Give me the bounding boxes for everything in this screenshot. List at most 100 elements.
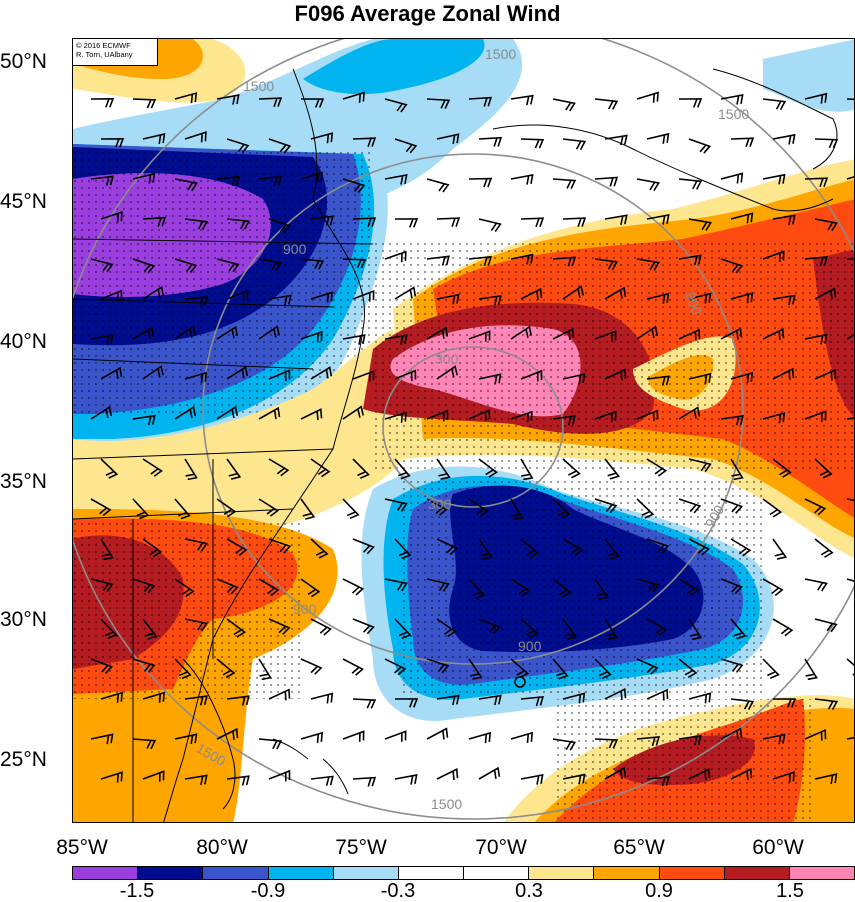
wind-barb — [468, 177, 493, 188]
wind-barb — [342, 334, 366, 345]
wind-barb — [636, 498, 655, 519]
wind-barb — [426, 178, 450, 193]
wind-barb — [562, 217, 587, 228]
colorbar-segment — [789, 867, 855, 879]
wind-barb — [562, 538, 584, 557]
wind-barb — [720, 578, 743, 595]
wind-barb — [510, 578, 531, 597]
wind-barb — [342, 730, 365, 742]
wind-barb — [468, 96, 493, 107]
wind-barb — [678, 498, 702, 514]
wind-barb — [762, 412, 786, 424]
contour-label: 1500 — [243, 78, 274, 94]
wind-barb — [772, 618, 794, 637]
wind-barb — [100, 137, 125, 148]
wind-barb — [804, 333, 828, 345]
wind-barb — [174, 258, 198, 274]
wind-barb — [604, 766, 627, 780]
wind-barb — [604, 458, 621, 480]
wind-barb — [268, 369, 291, 382]
wind-barb — [184, 774, 208, 786]
wind-barb — [226, 365, 249, 380]
wind-barb — [814, 458, 833, 479]
wind-barb — [90, 498, 112, 517]
wind-barb — [730, 698, 755, 710]
wind-barb — [384, 98, 408, 113]
wind-barb — [90, 175, 114, 186]
contour-label: 1500 — [431, 796, 462, 812]
wind-barb — [772, 294, 796, 306]
lat-label: 40°N — [0, 330, 47, 353]
wind-barb — [636, 178, 660, 192]
wind-barb — [762, 98, 787, 110]
wind-barb — [394, 774, 418, 785]
wind-barb — [268, 294, 292, 306]
wind-barb — [562, 458, 581, 479]
coast-newfoundland — [712, 68, 838, 170]
wind-barb — [594, 176, 619, 187]
wind-barb — [132, 326, 155, 340]
wind-barb — [552, 415, 576, 426]
wind-barb — [384, 658, 407, 676]
wind-barb — [352, 698, 377, 709]
wind-barb — [174, 658, 192, 680]
wind-barb — [478, 538, 493, 560]
contour-lightblue-ne — [763, 39, 854, 112]
wind-barb — [730, 618, 747, 640]
colorbar-segment — [659, 867, 725, 879]
wind-barb — [268, 458, 290, 477]
contour-label: 900 — [682, 290, 705, 318]
colorbar-label: 0.9 — [645, 880, 673, 902]
chart-title: F096 Average Zonal Wind — [294, 1, 561, 26]
coast-east — [163, 68, 365, 822]
wind-barb — [646, 132, 670, 144]
wind-barb — [510, 731, 534, 744]
wind-barb — [300, 731, 324, 744]
wind-barb — [100, 691, 123, 703]
wind-barb — [132, 258, 156, 274]
wind-barb — [720, 93, 744, 105]
lon-label: 75°W — [335, 836, 387, 859]
wind-barb — [142, 538, 163, 558]
wind-barb — [184, 538, 208, 552]
stipple-se — [553, 699, 813, 822]
wind-barb — [720, 414, 744, 426]
wind-barb — [468, 731, 492, 744]
stipple-sepool — [403, 479, 763, 694]
wind-barb — [90, 258, 114, 273]
colorbar-segment — [73, 867, 139, 879]
wind-barb — [468, 330, 491, 342]
wind-barb — [720, 727, 743, 740]
wind-barb — [646, 292, 670, 304]
wind-barb — [594, 330, 617, 342]
wind-barb — [678, 98, 703, 108]
wind-barb — [300, 98, 325, 108]
wind-barb — [814, 773, 838, 785]
zonal-wind-map: 1500 1500 1500 900 900 900 900 300 300 9… — [73, 39, 854, 822]
wind-barb — [90, 578, 114, 593]
wind-barb — [804, 658, 818, 681]
wind-barb — [142, 770, 165, 782]
wind-barb — [636, 578, 660, 593]
wind-barb — [352, 538, 375, 555]
wind-barb — [132, 172, 156, 184]
wind-barb — [520, 695, 544, 707]
wind-barb — [142, 458, 163, 477]
wind-barb — [310, 215, 334, 226]
wind-barb — [268, 218, 292, 234]
colorbar-segment — [594, 867, 660, 879]
wind-barb — [310, 692, 334, 704]
wind-barb — [468, 578, 486, 600]
wind-barb — [510, 325, 533, 340]
wind-barb — [814, 287, 837, 300]
wind-barb — [384, 334, 408, 345]
contour-label: 300 — [435, 351, 459, 367]
wind-barb — [216, 175, 240, 187]
wind-barb — [132, 738, 157, 750]
marker-circle — [514, 676, 526, 688]
wind-barb — [636, 658, 659, 675]
wind-barb — [342, 578, 365, 596]
wind-barb — [394, 458, 411, 480]
wind-barb — [520, 773, 544, 785]
wind-barb — [678, 658, 698, 679]
